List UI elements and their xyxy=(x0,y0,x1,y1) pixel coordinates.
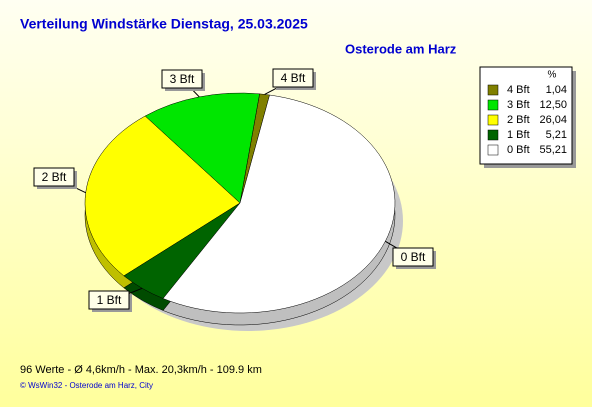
credit: © WsWin32 - Osterode am Harz, City xyxy=(20,381,153,390)
legend-label: 2 Bft xyxy=(507,114,530,126)
legend-label: 1 Bft xyxy=(507,129,530,141)
legend-label: 3 Bft xyxy=(507,99,530,111)
summary: 96 Werte - Ø 4,6km/h - Max. 20,3km/h - 1… xyxy=(20,364,262,376)
legend-value: 1,04 xyxy=(546,84,567,96)
label-box xyxy=(88,290,130,310)
label-box xyxy=(161,69,203,89)
slice-label: 4 Bft xyxy=(281,71,306,85)
legend-swatch xyxy=(487,84,499,96)
legend-value: 55,21 xyxy=(539,144,567,156)
legend: % 4 Bft 1,04 3 Bft 12,50 2 Bft 26,04 1 Bft 5,21 0… xyxy=(479,66,576,168)
legend-swatch xyxy=(487,99,499,111)
slice-label: 3 Bft xyxy=(170,72,195,86)
chart-subtitle: Osterode am Harz xyxy=(345,41,457,56)
slice-label: 2 Bft xyxy=(42,170,67,184)
legend-value: 5,21 xyxy=(546,129,567,141)
legend-label: 4 Bft xyxy=(507,84,530,96)
slice xyxy=(84,115,241,277)
legend-header: % xyxy=(548,70,557,81)
slice-label: 1 Bft xyxy=(97,293,122,307)
pie: 4 Bft 3 Bft 2 Bft 1 Bft 0 Bft xyxy=(33,68,436,331)
legend-value: 26,04 xyxy=(539,114,567,126)
label-box xyxy=(392,247,434,267)
label-box xyxy=(33,167,75,187)
legend-label: 0 Bft xyxy=(507,144,530,156)
slice-label: 0 Bft xyxy=(401,250,426,264)
legend-swatch xyxy=(487,144,499,156)
legend-swatch xyxy=(487,114,499,126)
chart-title: Verteilung Windstärke Dienstag, 25.03.20… xyxy=(20,16,308,32)
label-box xyxy=(272,68,314,88)
legend-swatch xyxy=(487,129,499,141)
legend-value: 12,50 xyxy=(539,99,567,111)
